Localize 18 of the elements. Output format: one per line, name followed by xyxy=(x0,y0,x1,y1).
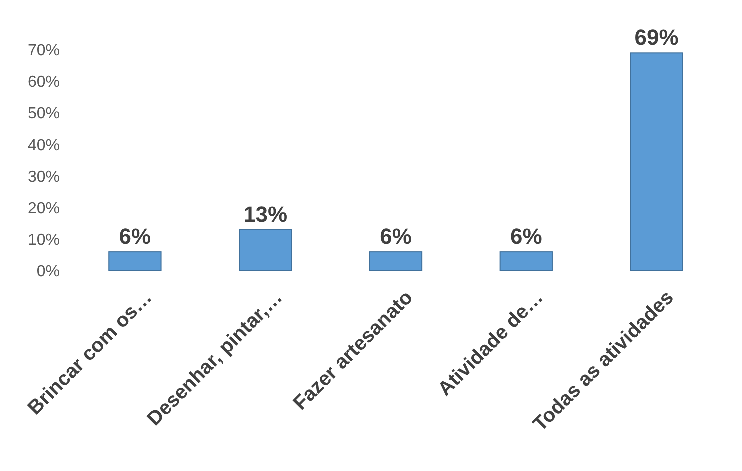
y-tick-label: 50% xyxy=(28,106,60,123)
data-label: 6% xyxy=(380,224,412,250)
data-label: 13% xyxy=(244,202,288,227)
data-label: 6% xyxy=(510,224,542,250)
y-tick-label: 70% xyxy=(28,42,60,60)
data-label: 6% xyxy=(119,224,152,250)
bar xyxy=(500,252,553,272)
y-tick-label: 60% xyxy=(28,74,60,92)
bar xyxy=(239,229,292,272)
y-tick-label: 30% xyxy=(28,168,60,186)
bar xyxy=(108,252,162,272)
y-tick-label: 40% xyxy=(28,137,60,154)
bar xyxy=(630,52,684,272)
y-tick-label: 20% xyxy=(28,200,60,218)
data-label: 69% xyxy=(634,25,679,50)
bar xyxy=(369,252,423,272)
y-tick-label: 10% xyxy=(28,232,60,250)
y-tick-label: 0% xyxy=(36,264,60,281)
